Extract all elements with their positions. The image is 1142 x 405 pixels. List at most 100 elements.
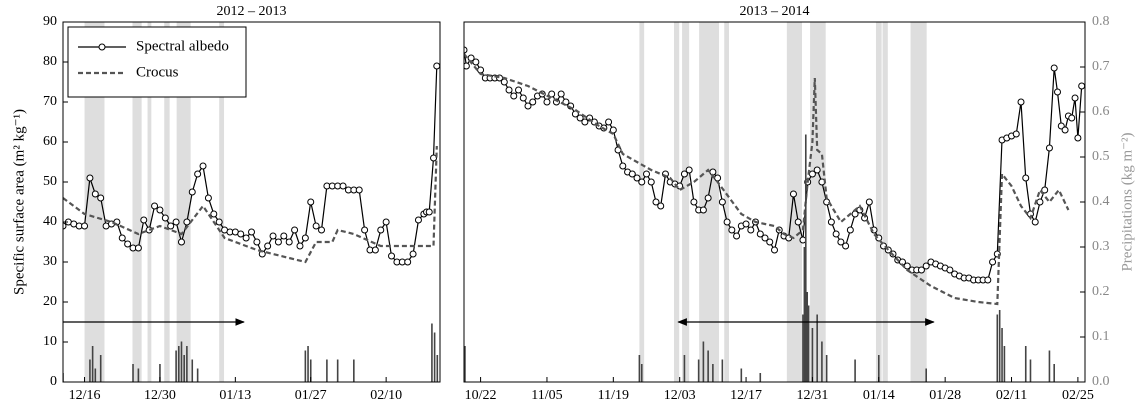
precip-bar: [159, 364, 161, 382]
x-tick-label: 12/31: [796, 388, 828, 403]
albedo-point: [151, 202, 159, 210]
albedo-point: [515, 86, 523, 94]
albedo-point: [1022, 174, 1030, 182]
albedo-point: [1071, 94, 1079, 102]
precip-bar: [721, 359, 724, 382]
albedo-point: [377, 226, 385, 234]
albedo-point: [430, 154, 438, 162]
y2-tick-label: 0.3: [1092, 239, 1110, 254]
albedo-point: [524, 102, 532, 110]
albedo-point: [543, 98, 551, 106]
y-tick-label: 90: [43, 14, 57, 29]
albedo-point: [81, 222, 89, 230]
x-tick-label: 01/28: [929, 388, 961, 403]
legend-box: [67, 26, 247, 98]
albedo-point: [1036, 198, 1044, 206]
albedo-point: [274, 238, 282, 246]
albedo-point: [837, 238, 845, 246]
y-tick-label: 60: [43, 134, 57, 149]
albedo-point: [477, 66, 485, 74]
x-tick-label: 11/19: [598, 388, 629, 403]
y-axis-label: Specific surface area (m² kg⁻¹): [11, 109, 27, 295]
y2-tick-label: 0.6: [1092, 104, 1110, 119]
albedo-point: [1078, 82, 1085, 90]
x-tick-label: 11/05: [531, 388, 562, 403]
precip-bar: [740, 368, 743, 382]
albedo-point: [1041, 186, 1049, 194]
albedo-point: [505, 86, 513, 94]
precip-bar: [816, 314, 818, 382]
y-tick-label: 80: [43, 54, 57, 69]
albedo-point: [307, 198, 315, 206]
albedo-point: [1012, 130, 1020, 138]
albedo-point: [318, 226, 326, 234]
y2-tick-label: 0.7: [1092, 59, 1110, 74]
panel-title: 2013 – 2014: [740, 4, 810, 19]
albedo-point: [210, 210, 218, 218]
precip-bar: [1029, 359, 1032, 382]
crocus-line: [464, 53, 1070, 306]
shaded-span: [875, 22, 882, 382]
x-tick-label: 12/30: [144, 388, 176, 403]
albedo-point: [355, 186, 363, 194]
albedo-point: [510, 92, 518, 100]
albedo-point: [464, 46, 468, 54]
precip-bar: [803, 247, 806, 382]
albedo-point: [156, 206, 164, 214]
precip-bar: [825, 355, 828, 382]
albedo-point: [264, 242, 272, 250]
precip-bar: [353, 359, 355, 382]
albedo-point: [280, 232, 288, 240]
y2-tick-label: 0.0: [1092, 374, 1110, 389]
albedo-point: [984, 276, 992, 284]
albedo-point: [86, 174, 94, 182]
albedo-point: [865, 198, 873, 206]
y2-tick-label: 0.1: [1092, 329, 1110, 344]
precip-bar: [1001, 328, 1003, 382]
shaded-span: [724, 22, 729, 382]
shaded-span: [639, 22, 645, 382]
x-tick-label: 12/16: [69, 388, 101, 403]
albedo-point: [296, 242, 304, 250]
shaded-span: [164, 22, 170, 382]
albedo-point: [832, 230, 840, 238]
albedo-point: [194, 170, 202, 178]
precip-bar: [638, 355, 641, 382]
shaded-span: [699, 22, 720, 382]
shaded-span: [147, 22, 152, 382]
albedo-point: [1017, 98, 1025, 106]
plot-area: [464, 22, 1085, 382]
albedo-point: [1054, 88, 1062, 96]
x-tick-label: 01/27: [295, 388, 327, 403]
precip-bar: [137, 368, 140, 382]
precip-bar: [854, 359, 856, 382]
precip-bar: [1048, 350, 1051, 382]
precip-bar: [175, 350, 177, 382]
precip-bar: [304, 350, 307, 382]
y2-tick-label: 0.5: [1092, 149, 1110, 164]
shaded-span: [910, 22, 927, 382]
albedo-point: [846, 226, 854, 234]
precip-bar: [99, 355, 102, 382]
precip-bar: [821, 341, 823, 382]
precip-bar: [94, 368, 97, 382]
albedo-point: [605, 118, 613, 126]
albedo-point: [269, 232, 277, 240]
albedo-point: [794, 218, 802, 226]
albedo-point: [339, 182, 347, 190]
albedo-point: [1031, 218, 1039, 226]
x-tick-label: 01/13: [219, 388, 251, 403]
precip-bar: [307, 346, 309, 382]
albedo-point: [842, 242, 850, 250]
precip-bar: [877, 355, 880, 382]
x-tick-label: 02/10: [370, 388, 402, 403]
albedo-point: [63, 222, 67, 230]
albedo-point: [619, 162, 627, 170]
albedo-point: [766, 238, 774, 246]
albedo-point: [183, 218, 191, 226]
albedo-point: [742, 220, 750, 228]
plot-frame: [62, 21, 441, 383]
precip-bar: [336, 359, 339, 382]
y-tick-label: 10: [43, 334, 57, 349]
precip-bar: [712, 364, 714, 382]
